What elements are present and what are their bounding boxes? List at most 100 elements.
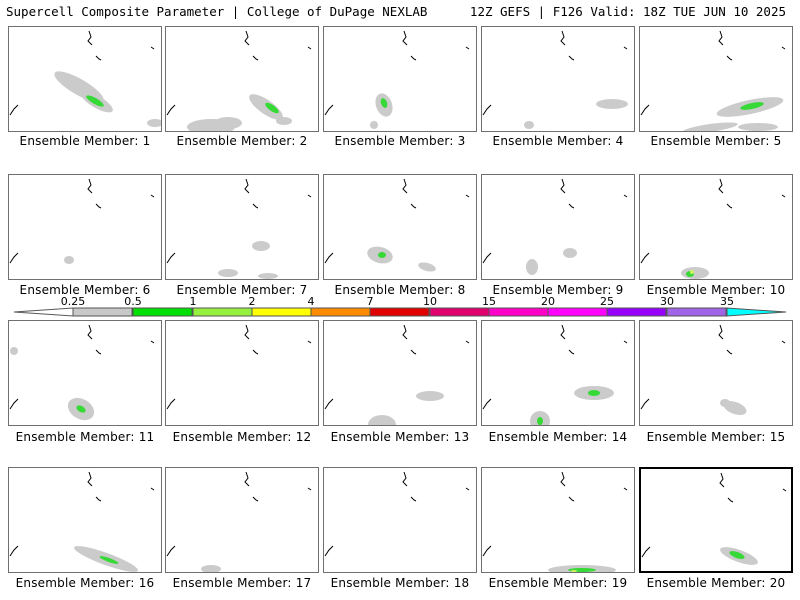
scp-contour xyxy=(596,99,628,109)
scp-contour xyxy=(720,399,730,407)
scp-contour xyxy=(214,117,242,129)
coastline-east xyxy=(307,194,312,198)
ensemble-map-panel[interactable] xyxy=(639,26,793,132)
coastline-east xyxy=(623,194,628,198)
ensemble-member-label: Ensemble Member: 9 xyxy=(492,283,624,297)
ensemble-member-label: Ensemble Member: 11 xyxy=(15,430,155,444)
lake-shore xyxy=(726,55,733,61)
coastline-west xyxy=(9,252,19,264)
scp-contour xyxy=(526,259,538,275)
ensemble-map-panel[interactable] xyxy=(639,174,793,280)
map-canvas xyxy=(640,30,786,131)
map-canvas xyxy=(166,324,312,410)
lake-shore xyxy=(95,349,102,355)
lake-shore xyxy=(410,349,417,355)
ensemble-member-label: Ensemble Member: 17 xyxy=(172,576,312,590)
scp-contour xyxy=(537,417,543,425)
coastline-west xyxy=(640,252,650,264)
map-canvas xyxy=(9,30,161,127)
coastline-west xyxy=(482,104,492,116)
scp-contour xyxy=(690,270,694,274)
ensemble-map-panel[interactable] xyxy=(8,320,162,426)
scp-contour xyxy=(201,565,221,572)
legend-min-arrow xyxy=(13,307,74,317)
lake-shore xyxy=(95,203,102,209)
coastline-east xyxy=(781,340,786,344)
ensemble-map-panel[interactable] xyxy=(323,320,477,426)
scp-contour xyxy=(99,556,119,564)
coastline-east xyxy=(465,487,470,491)
ensemble-map-panel[interactable] xyxy=(165,174,319,280)
scp-contour xyxy=(252,241,270,251)
scp-contour xyxy=(571,570,577,572)
coastline-east xyxy=(623,340,628,344)
coastline-west xyxy=(324,398,334,410)
lake-shore xyxy=(568,55,575,61)
legend-color-swatch xyxy=(72,307,133,317)
ensemble-map-panel[interactable] xyxy=(323,467,477,573)
map-canvas xyxy=(166,30,312,131)
coastline-west xyxy=(166,252,176,264)
ensemble-map-panel[interactable] xyxy=(481,174,635,280)
ensemble-map-panel[interactable] xyxy=(323,174,477,280)
scp-contour xyxy=(368,415,396,425)
coastline-east xyxy=(465,340,470,344)
ensemble-member-label: Ensemble Member: 15 xyxy=(646,430,786,444)
lake-shore xyxy=(727,497,734,503)
scp-contour xyxy=(265,102,279,114)
map-canvas xyxy=(324,471,470,557)
color-scale-bar xyxy=(13,307,787,317)
map-canvas xyxy=(324,324,470,425)
scp-contour xyxy=(418,262,436,272)
lake-shore xyxy=(568,203,575,209)
scp-contour xyxy=(10,347,18,355)
scp-contour xyxy=(681,267,709,279)
ensemble-map-panel[interactable] xyxy=(639,467,793,573)
legend-color-swatch xyxy=(192,307,253,317)
legend-color-swatch xyxy=(488,307,549,317)
ensemble-member-label: Ensemble Member: 10 xyxy=(646,283,786,297)
coastline-west xyxy=(166,398,176,410)
coastline-north xyxy=(402,471,408,487)
coastline-west xyxy=(324,252,334,264)
scp-contour xyxy=(276,117,292,125)
coastline-north xyxy=(719,472,725,488)
ensemble-map-panel[interactable] xyxy=(481,320,635,426)
coastline-west xyxy=(641,546,651,558)
scp-contour xyxy=(218,269,238,277)
coastline-west xyxy=(640,398,650,410)
lake-shore xyxy=(95,496,102,502)
ensemble-map-panel[interactable] xyxy=(323,26,477,132)
coastline-north xyxy=(718,178,724,194)
ensemble-member-label: Ensemble Member: 18 xyxy=(330,576,470,590)
scp-contour xyxy=(682,122,738,131)
coastline-north xyxy=(560,324,566,340)
coastline-north xyxy=(718,324,724,340)
legend-color-swatch xyxy=(429,307,490,317)
coastline-west xyxy=(482,252,492,264)
coastline-west xyxy=(640,104,650,116)
legend-tick-label: 4 xyxy=(307,295,315,308)
ensemble-map-panel[interactable] xyxy=(165,467,319,573)
legend-tick-label: 15 xyxy=(482,295,496,308)
legend-tick-label: 2 xyxy=(248,295,256,308)
ensemble-map-panel[interactable] xyxy=(481,467,635,573)
ensemble-map-panel[interactable] xyxy=(481,26,635,132)
map-canvas xyxy=(482,471,628,572)
ensemble-map-panel[interactable] xyxy=(8,174,162,280)
ensemble-map-panel[interactable] xyxy=(165,320,319,426)
legend-tick-label: 20 xyxy=(541,295,555,308)
scp-contour xyxy=(380,98,388,108)
map-canvas xyxy=(166,178,312,279)
lake-shore xyxy=(410,496,417,502)
coastline-north xyxy=(87,30,93,46)
coastline-east xyxy=(465,194,470,198)
ensemble-map-panel[interactable] xyxy=(639,320,793,426)
map-canvas xyxy=(166,471,312,572)
ensemble-map-panel[interactable] xyxy=(8,467,162,573)
ensemble-member-label: Ensemble Member: 19 xyxy=(488,576,628,590)
legend-color-swatch xyxy=(251,307,312,317)
ensemble-map-panel[interactable] xyxy=(8,26,162,132)
legend-tick-label: 10 xyxy=(423,295,437,308)
ensemble-map-panel[interactable] xyxy=(165,26,319,132)
